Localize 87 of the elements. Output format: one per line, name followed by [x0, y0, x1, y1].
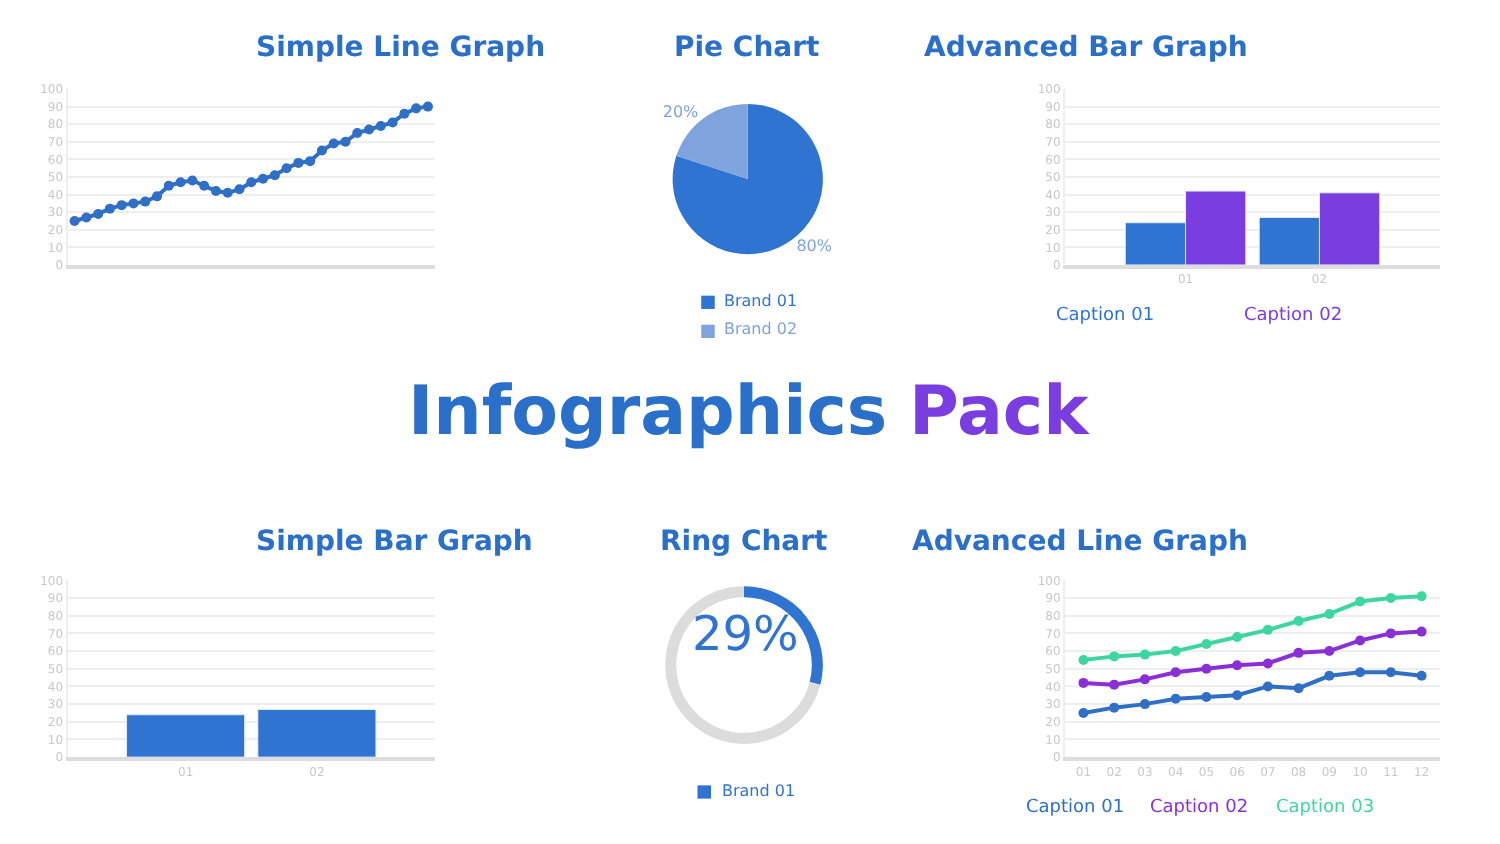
point [69, 215, 80, 226]
point [1293, 647, 1304, 658]
legend-label: Brand 01 [724, 292, 798, 310]
point [1139, 649, 1150, 660]
point [422, 101, 433, 112]
point [104, 203, 115, 214]
text: Caption 02 [1244, 306, 1343, 326]
point [387, 117, 398, 128]
point [246, 177, 257, 188]
point [305, 156, 316, 167]
point [175, 177, 186, 188]
point [199, 180, 210, 191]
point [1139, 674, 1150, 685]
point [1201, 663, 1212, 674]
point [234, 184, 245, 195]
point [1262, 624, 1273, 635]
point [140, 196, 151, 207]
point [1385, 593, 1396, 604]
point [163, 180, 174, 191]
point [1170, 646, 1181, 657]
point [1324, 646, 1335, 657]
point [1416, 626, 1427, 637]
point [222, 187, 233, 198]
text: Infographics [408, 372, 888, 452]
point [128, 198, 139, 209]
text: Caption 01 [1056, 306, 1155, 326]
point [1293, 683, 1304, 694]
point [316, 145, 327, 156]
point [364, 124, 375, 135]
point [1078, 654, 1089, 665]
donut-slice [665, 586, 821, 744]
point [375, 120, 386, 131]
point [1201, 639, 1212, 649]
point [1078, 677, 1089, 688]
point [1416, 670, 1427, 681]
chart-title: Simple Bar Graph [256, 526, 533, 558]
text: Caption 03 [1276, 798, 1375, 818]
point [1324, 608, 1335, 619]
text: Pack [908, 372, 1092, 452]
point [328, 138, 339, 149]
chart-title: Advanced Line Graph [912, 526, 1248, 558]
point [1201, 692, 1212, 703]
point [116, 200, 127, 211]
point [1232, 660, 1243, 671]
data-label: 20% [662, 103, 700, 122]
text: 29% [692, 606, 799, 662]
point [293, 157, 304, 168]
point [1324, 670, 1335, 681]
point [93, 208, 104, 219]
point [411, 103, 422, 114]
point [1109, 651, 1120, 662]
point [210, 186, 221, 197]
point [1109, 702, 1120, 713]
point [1355, 667, 1366, 678]
chart-title: Ring Chart [660, 526, 829, 558]
point [281, 163, 292, 174]
point [269, 170, 280, 181]
point [1232, 690, 1243, 701]
point [1170, 693, 1181, 704]
legend-label: Brand 01 [722, 782, 796, 800]
point [1355, 635, 1366, 646]
point [1139, 699, 1150, 710]
point [1170, 667, 1181, 678]
point [352, 128, 363, 138]
point [1078, 707, 1089, 718]
point [258, 173, 269, 184]
chart-title: Pie Chart [674, 32, 821, 64]
point [187, 175, 198, 186]
point [152, 191, 163, 202]
point [1385, 628, 1396, 639]
point [1262, 658, 1273, 669]
chart-title: Advanced Bar Graph [924, 32, 1248, 64]
point [1232, 631, 1243, 642]
point [1416, 591, 1427, 602]
point [1293, 616, 1304, 627]
point [340, 136, 351, 147]
point [1262, 681, 1273, 692]
point [81, 212, 92, 223]
point [1109, 679, 1120, 690]
point [1355, 596, 1366, 607]
data-label: 80% [796, 236, 833, 255]
legend-label: Brand 02 [724, 320, 798, 338]
point [399, 108, 410, 119]
text: Caption 02 [1150, 798, 1249, 818]
text: Caption 01 [1026, 798, 1125, 818]
point [1385, 667, 1396, 678]
chart-title: Simple Line Graph [256, 32, 546, 64]
